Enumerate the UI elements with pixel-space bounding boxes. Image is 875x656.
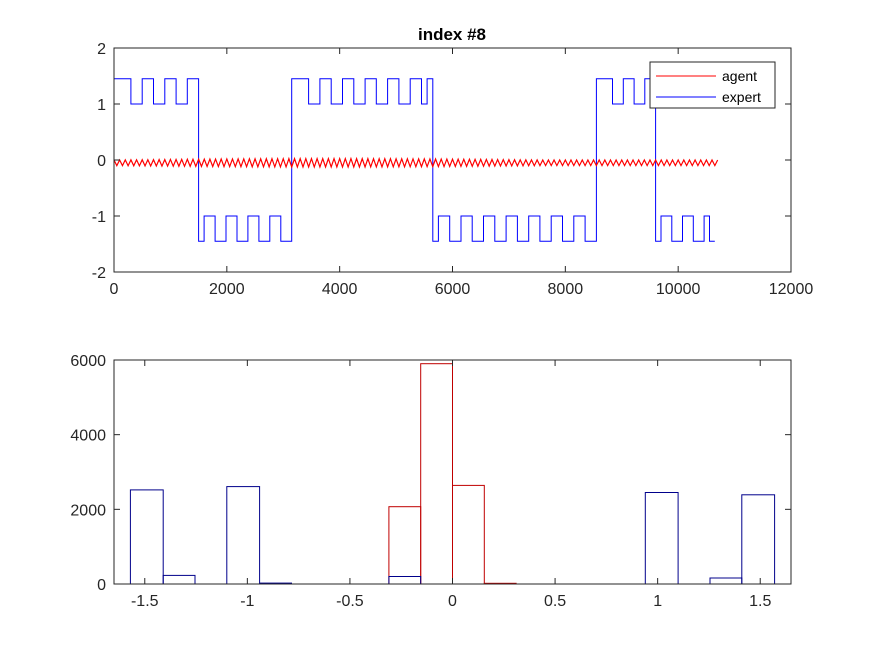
top-xtick-label: 10000 (656, 281, 701, 298)
bottom-ytick-label: 2000 (70, 502, 106, 519)
bottom-ytick-label: 6000 (70, 353, 106, 370)
top-ytick-label: 0 (97, 153, 106, 170)
bottom-tick-group: -1.5 -1 -0.5 0 0.5 1 1.5 0 2000 4000 6000 (70, 353, 791, 610)
top-axes: index #8 0 2000 4000 6000 8000 10000 12000 -2 -1… (92, 25, 814, 298)
bottom-xtick-label: 1.5 (749, 593, 771, 610)
top-series-group (113, 78, 719, 242)
top-ytick-label: 2 (97, 41, 106, 58)
bottom-axes: -1.5 -1 -0.5 0 0.5 1 1.5 0 2000 4000 6000 (70, 353, 792, 610)
top-ytick-label: 1 (97, 97, 106, 114)
agent-line (113, 156, 719, 169)
top-xtick-label: 8000 (548, 281, 584, 298)
legend-label-expert: expert (722, 89, 761, 105)
legend-box (649, 61, 776, 109)
bottom-xtick-label: -0.5 (336, 593, 364, 610)
top-chart-title: index #8 (418, 25, 486, 44)
top-xtick-label: 2000 (209, 281, 245, 298)
bottom-ytick-label: 4000 (70, 428, 106, 445)
top-ytick-label: -2 (92, 265, 106, 282)
bottom-xtick-label: -1.5 (131, 593, 159, 610)
top-tick-group: 0 2000 4000 6000 8000 10000 12000 -2 -1 0 1 2 (92, 41, 814, 298)
bottom-ytick-label: 0 (97, 577, 106, 594)
bottom-xtick-label: -1 (240, 593, 254, 610)
bottom-xtick-label: 0.5 (544, 593, 566, 610)
top-legend: agent expert (649, 61, 776, 109)
top-ytick-label: -1 (92, 209, 106, 226)
top-xtick-label: 4000 (322, 281, 358, 298)
top-xtick-label: 6000 (435, 281, 471, 298)
expert-line (114, 78, 715, 242)
top-xtick-label: 12000 (769, 281, 814, 298)
top-xtick-label: 0 (110, 281, 119, 298)
legend-label-agent: agent (722, 68, 757, 84)
bottom-xtick-label: 0 (448, 593, 457, 610)
bottom-xtick-label: 1 (653, 593, 662, 610)
